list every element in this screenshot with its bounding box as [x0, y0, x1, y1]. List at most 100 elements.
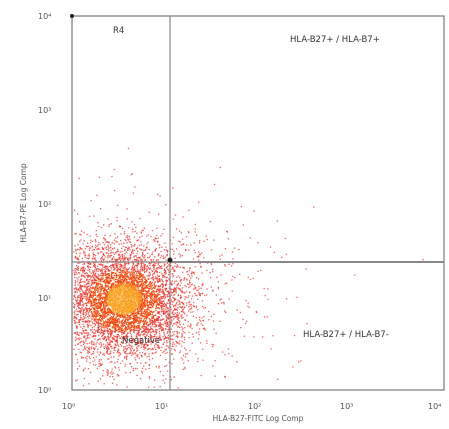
event-dot [79, 332, 80, 333]
event-dot [174, 258, 175, 259]
event-dot [274, 252, 275, 253]
event-dot [141, 275, 142, 276]
event-dot [117, 338, 118, 339]
event-dot [173, 301, 174, 302]
event-dot [160, 350, 161, 351]
event-dot [77, 322, 78, 323]
event-dot [243, 224, 244, 225]
event-dot [141, 320, 142, 321]
event-dot [136, 375, 137, 376]
event-dot [150, 322, 151, 323]
event-dot [101, 295, 102, 296]
event-dot [152, 285, 153, 286]
event-dot [181, 346, 182, 347]
event-dot [189, 337, 190, 338]
event-dot [139, 358, 140, 359]
event-dot [245, 323, 246, 324]
event-dot [91, 288, 92, 289]
event-dot [156, 260, 157, 261]
event-dot [158, 259, 159, 260]
event-dot [110, 346, 111, 347]
event-dot [244, 336, 245, 337]
event-dot [119, 322, 120, 323]
event-dot [148, 276, 149, 277]
event-dot [210, 277, 211, 278]
event-dot [84, 263, 85, 264]
event-dot [145, 353, 146, 354]
event-dot [89, 352, 90, 353]
event-dot [135, 231, 136, 232]
event-dot [137, 355, 138, 356]
event-dot [182, 329, 183, 330]
event-dot [115, 273, 116, 274]
event-dot [106, 247, 107, 248]
event-dot [140, 241, 141, 242]
event-dot [102, 268, 103, 269]
event-dot [176, 316, 177, 317]
event-dot [88, 334, 89, 335]
event-dot [168, 335, 169, 336]
event-dot [184, 299, 185, 300]
event-dot [165, 273, 166, 274]
event-dot [155, 310, 156, 311]
event-dot [94, 278, 95, 279]
event-dot [135, 316, 136, 317]
event-dot [250, 237, 251, 238]
event-dot [181, 244, 182, 245]
event-dot [92, 318, 93, 319]
event-dot [91, 347, 92, 348]
event-dot [109, 278, 110, 279]
event-dot [110, 314, 111, 315]
event-dot [155, 349, 156, 350]
event-dot [184, 367, 185, 368]
event-dot [185, 349, 186, 350]
event-dot [246, 321, 247, 322]
event-dot [146, 270, 147, 271]
event-dot [143, 245, 144, 246]
event-dot [180, 285, 181, 286]
event-dot [83, 324, 84, 325]
event-dot [162, 352, 163, 353]
event-dot [79, 249, 80, 250]
event-dot [155, 300, 156, 301]
event-dot [136, 273, 137, 274]
event-dot [153, 239, 154, 240]
event-dot [159, 247, 160, 248]
event-dot [200, 254, 201, 255]
event-dot [112, 321, 113, 322]
event-dot [127, 275, 128, 276]
event-dot [104, 281, 105, 282]
event-dot [187, 297, 188, 298]
event-dot [160, 355, 161, 356]
event-dot [146, 243, 147, 244]
event-dot [185, 356, 186, 357]
event-dot [96, 308, 97, 309]
event-dot [83, 311, 84, 312]
event-dot [73, 303, 74, 304]
event-dot [113, 283, 114, 284]
event-dot [90, 273, 91, 274]
event-dot [122, 360, 123, 361]
event-dot [118, 320, 119, 321]
event-dot [98, 281, 99, 282]
event-dot [143, 311, 144, 312]
event-dot [178, 343, 179, 344]
event-dot [96, 283, 97, 284]
event-dot [81, 274, 82, 275]
event-dot [190, 278, 191, 279]
event-dot [159, 348, 160, 349]
event-dot [174, 323, 175, 324]
event-dot [106, 278, 107, 279]
event-dot [234, 247, 235, 248]
event-dot [143, 349, 144, 350]
event-dot [142, 277, 143, 278]
event-dot [129, 239, 130, 240]
event-dot [165, 247, 166, 248]
event-dot [80, 288, 81, 289]
event-dot [134, 245, 135, 246]
event-dot [142, 368, 143, 369]
event-dot [186, 315, 187, 316]
event-dot [96, 236, 97, 237]
event-dot [214, 376, 215, 377]
event-dot [103, 273, 104, 274]
